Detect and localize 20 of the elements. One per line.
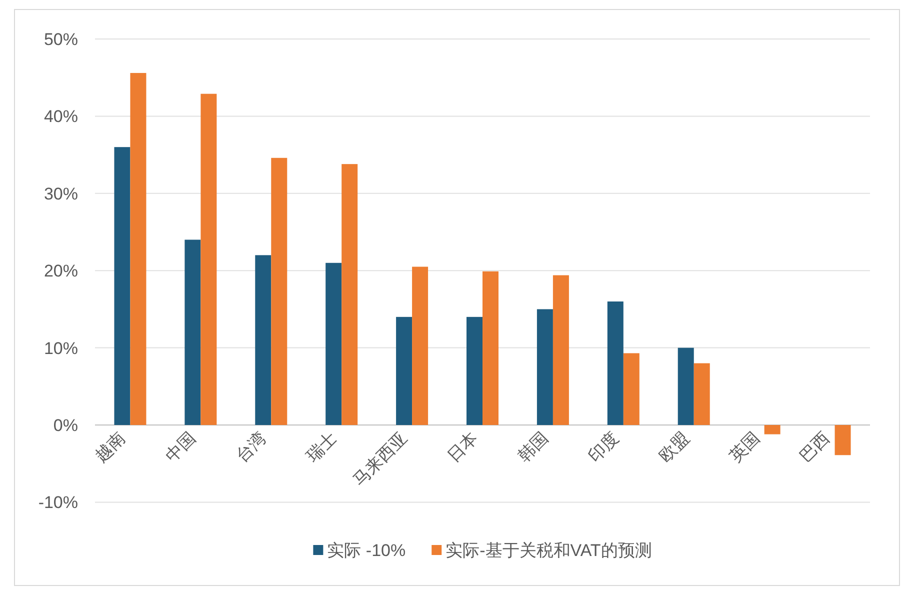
y-tick-label: 10% bbox=[44, 338, 78, 358]
legend-label: 实际-基于关税和VAT的预测 bbox=[446, 541, 652, 560]
x-tick-label: 韩国 bbox=[514, 428, 552, 466]
y-tick-label: 40% bbox=[44, 107, 78, 126]
x-tick-label: 台湾 bbox=[232, 428, 270, 466]
y-tick-label: 20% bbox=[44, 262, 78, 281]
y-tick-label: -10% bbox=[38, 493, 78, 512]
y-tick-label: 0% bbox=[53, 416, 78, 435]
x-tick-label: 欧盟 bbox=[655, 428, 693, 466]
x-tick-label: 英国 bbox=[726, 428, 764, 466]
x-tick-label: 印度 bbox=[584, 428, 622, 466]
y-tick-label: 30% bbox=[44, 184, 78, 204]
y-tick-label: 50% bbox=[44, 30, 78, 49]
x-tick-label: 中国 bbox=[162, 428, 200, 466]
x-tick-label: 马来西亚 bbox=[349, 428, 411, 490]
x-tick-label: 巴西 bbox=[796, 428, 834, 466]
x-tick-label: 越南 bbox=[92, 428, 130, 466]
x-tick-label: 日本 bbox=[444, 428, 482, 466]
x-tick-label: 瑞士 bbox=[302, 428, 340, 466]
legend-label: 实际 -10% bbox=[327, 541, 406, 560]
